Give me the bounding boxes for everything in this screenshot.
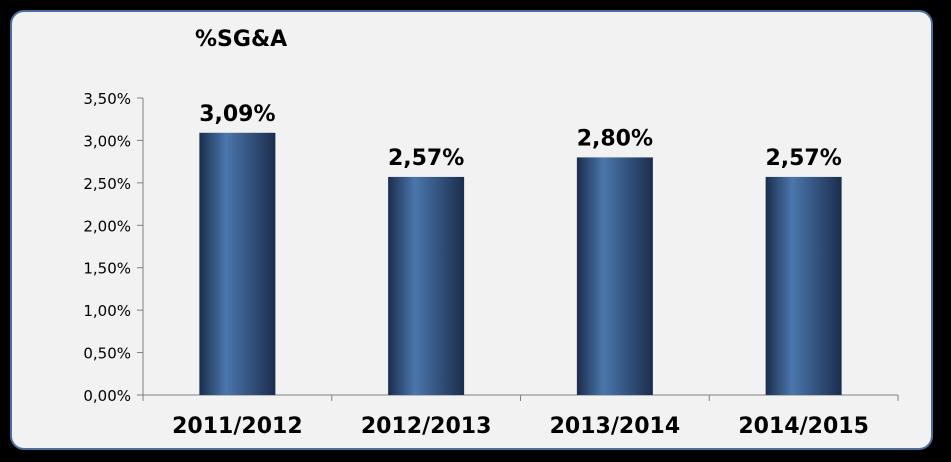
bar bbox=[765, 176, 842, 395]
y-tick-label: 2,00% bbox=[83, 217, 131, 235]
y-tick-label: 3,00% bbox=[83, 132, 131, 150]
data-labels: 3,09% 2,57% 2,80% 2,57% bbox=[199, 102, 842, 171]
bar bbox=[388, 176, 465, 395]
chart-title: %SG&A bbox=[195, 27, 287, 52]
data-label: 2,57% bbox=[765, 146, 841, 171]
y-tick-label: 0,00% bbox=[83, 387, 131, 405]
y-tick-label: 1,00% bbox=[83, 302, 131, 320]
bar bbox=[199, 132, 276, 395]
y-tick-label: 2,50% bbox=[83, 175, 131, 193]
data-label: 3,09% bbox=[199, 102, 275, 127]
y-tick-label: 3,50% bbox=[83, 90, 131, 108]
bar bbox=[576, 157, 653, 395]
axes: 0,00% 0,50% 1,00% 1,50% 2,00% 2,50% 3,00% 3,50%… bbox=[83, 90, 899, 439]
x-tick-label: 2014/2015 bbox=[738, 414, 869, 439]
x-tick-label: 2011/2012 bbox=[172, 414, 303, 439]
bars bbox=[199, 132, 842, 395]
x-tick-label: 2013/2014 bbox=[550, 414, 681, 439]
y-tick-label: 0,50% bbox=[83, 345, 131, 363]
data-label: 2,80% bbox=[577, 126, 653, 151]
data-label: 2,57% bbox=[388, 146, 464, 171]
y-tick-label: 1,50% bbox=[83, 260, 131, 278]
x-tick-label: 2012/2013 bbox=[361, 414, 492, 439]
